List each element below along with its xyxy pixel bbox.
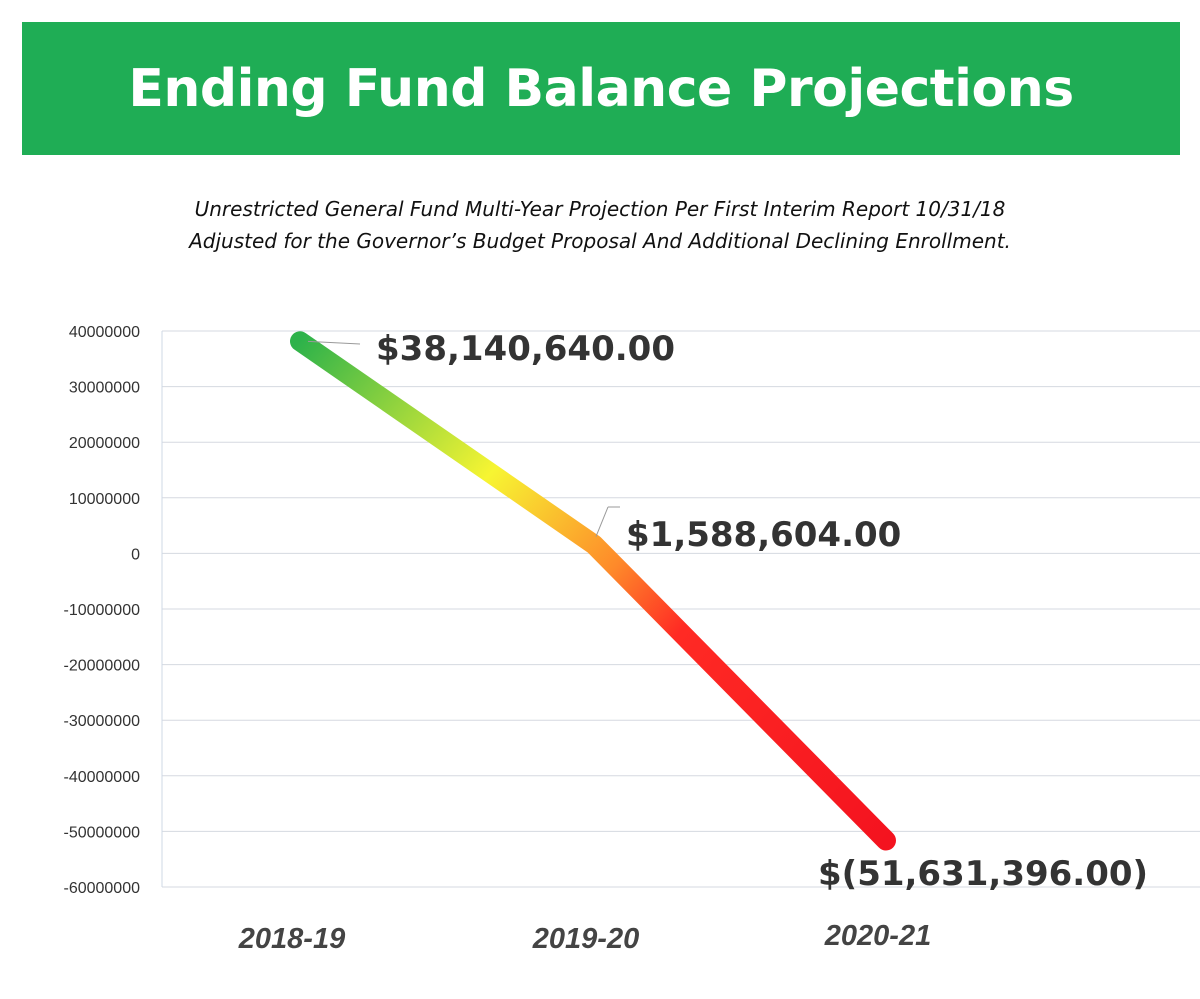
- x-tick-label: 2019-20: [532, 923, 639, 955]
- x-axis-ticks: 2018-19 2019-20 2020-21: [238, 920, 931, 955]
- y-tick-label: -40000000: [63, 769, 140, 786]
- data-label: $1,588,604.00: [626, 515, 901, 555]
- subtitle-line-2: Adjusted for the Governor’s Budget Propo…: [189, 229, 1011, 253]
- series-line: [290, 331, 896, 851]
- y-tick-label: -20000000: [63, 658, 140, 675]
- subtitle: Unrestricted General Fund Multi-Year Pro…: [0, 193, 1200, 257]
- y-tick-label: 10000000: [69, 491, 140, 508]
- y-tick-label: -30000000: [63, 713, 140, 730]
- data-labels: $38,140,640.00 $1,588,604.00 $(51,631,396.…: [307, 329, 1148, 894]
- title-banner: Ending Fund Balance Projections: [22, 22, 1180, 155]
- y-tick-label: -50000000: [63, 824, 140, 841]
- data-label: $(51,631,396.00): [818, 854, 1148, 894]
- data-label: $38,140,640.00: [376, 329, 675, 369]
- leader-line: [595, 506, 609, 537]
- y-tick-label: -10000000: [63, 602, 140, 619]
- x-tick-label: 2020-21: [824, 920, 931, 952]
- y-tick-label: 40000000: [69, 324, 140, 341]
- gridlines: [161, 330, 1200, 888]
- x-tick-label: 2018-19: [238, 923, 345, 955]
- y-axis-ticks: 40000000 30000000 20000000 10000000 0 -100000…: [63, 324, 140, 897]
- subtitle-line-1: Unrestricted General Fund Multi-Year Pro…: [194, 197, 1006, 221]
- page-title: Ending Fund Balance Projections: [128, 58, 1074, 119]
- y-tick-label: 0: [131, 546, 140, 563]
- y-tick-label: 20000000: [69, 435, 140, 452]
- y-tick-label: 30000000: [69, 380, 140, 397]
- leader-line: [307, 340, 361, 345]
- y-tick-label: -60000000: [63, 880, 140, 897]
- series-layer: [290, 331, 896, 851]
